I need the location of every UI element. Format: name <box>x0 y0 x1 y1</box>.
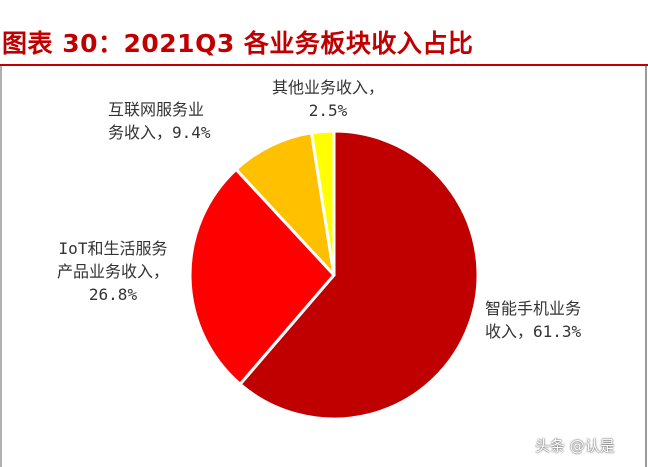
chart-title: 图表 30：2021Q3 各业务板块收入占比 <box>2 29 474 58</box>
label-iot-line-1: IoT和生活服务 <box>58 239 168 258</box>
frame-right-border <box>645 66 647 467</box>
label-iot: IoT和生活服务 产品业务收入， 26.8% <box>28 237 198 306</box>
label-smartphone-line-1: 智能手机业务 <box>485 299 582 318</box>
slice-other <box>309 129 336 277</box>
label-iot-line-2: 产品业务收入， <box>56 262 169 281</box>
label-other: 其他业务收入， 2.5% <box>253 76 403 122</box>
label-internet-line-2: 务收入，9.4% <box>108 123 211 142</box>
slice-smartphone <box>238 129 480 421</box>
slice-iot <box>188 167 336 386</box>
label-other-line-1: 其他业务收入， <box>271 78 384 97</box>
label-internet: 互联网服务业 务收入，9.4% <box>108 98 211 144</box>
watermark: 头条 @认是 <box>535 437 615 455</box>
label-iot-line-3: 26.8% <box>88 285 138 304</box>
frame-left-border <box>0 66 2 467</box>
label-other-line-2: 2.5% <box>308 101 348 120</box>
label-smartphone: 智能手机业务 收入，61.3% <box>485 297 581 343</box>
slice-internet <box>234 131 336 277</box>
title-divider <box>0 64 648 66</box>
label-internet-line-1: 互联网服务业 <box>108 100 205 119</box>
pie-slices <box>188 129 480 421</box>
label-smartphone-line-2: 收入，61.3% <box>485 322 582 341</box>
